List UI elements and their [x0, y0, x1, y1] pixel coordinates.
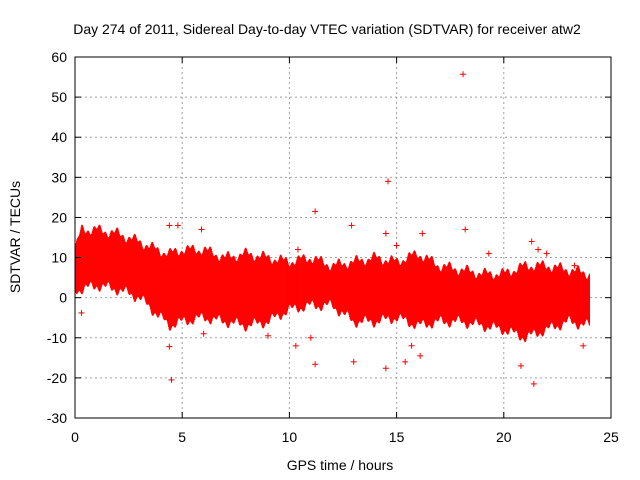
- axis-ticks: 0 5 10 15 20 25 -30 -20 -10 0 10 20 30 40 50 60: [47, 49, 619, 445]
- data-point: [528, 238, 535, 245]
- data-band: [74, 224, 591, 343]
- data-point: [292, 342, 299, 349]
- y-tick-label: 10: [51, 250, 67, 266]
- data-point: [174, 222, 181, 229]
- data-point: [348, 222, 355, 229]
- y-tick-label: -10: [47, 330, 67, 346]
- x-axis-label: GPS time / hours: [287, 457, 394, 473]
- y-tick-label: 20: [51, 209, 67, 225]
- x-tick-label: 20: [496, 429, 512, 445]
- data-point: [166, 343, 173, 350]
- data-points: [78, 71, 587, 387]
- y-tick-label: 40: [51, 129, 67, 145]
- data-point: [460, 71, 467, 78]
- y-tick-label: 30: [51, 169, 67, 185]
- data-point: [198, 226, 205, 233]
- data-point: [200, 330, 207, 337]
- data-point: [78, 309, 85, 316]
- data-point: [543, 250, 550, 257]
- y-tick-label: 50: [51, 89, 67, 105]
- y-tick-label: 0: [59, 290, 67, 306]
- y-tick-label: -20: [47, 370, 67, 386]
- data-point: [408, 342, 415, 349]
- data-point: [382, 230, 389, 237]
- data-point: [312, 361, 319, 368]
- data-point: [382, 365, 389, 372]
- data-point: [402, 358, 409, 365]
- data-point: [571, 262, 578, 269]
- data-point: [294, 246, 301, 253]
- y-tick-label: -30: [47, 410, 67, 426]
- data-point: [419, 230, 426, 237]
- data-point: [264, 332, 271, 339]
- data-point: [166, 222, 173, 229]
- data-point: [350, 358, 357, 365]
- data-point: [530, 380, 537, 387]
- data-point: [580, 342, 587, 349]
- x-tick-label: 10: [282, 429, 298, 445]
- data-point: [462, 226, 469, 233]
- x-tick-label: 5: [178, 429, 186, 445]
- y-axis-label: SDTVAR / TECUs: [7, 181, 23, 293]
- data-point: [307, 334, 314, 341]
- grid: [75, 57, 611, 418]
- y-tick-label: 60: [51, 49, 67, 65]
- data-point: [385, 178, 392, 185]
- x-tick-label: 0: [71, 429, 79, 445]
- chart-title: Day 274 of 2011, Sidereal Day-to-day VTE…: [73, 21, 581, 37]
- data-point: [485, 250, 492, 257]
- plot-frame: [74, 56, 612, 419]
- data-point: [168, 376, 175, 383]
- data-point: [535, 246, 542, 253]
- x-tick-label: 15: [389, 429, 405, 445]
- data-point: [517, 362, 524, 369]
- data-point: [417, 352, 424, 359]
- data-point: [393, 242, 400, 249]
- x-tick-label: 25: [603, 429, 619, 445]
- data-point: [312, 208, 319, 215]
